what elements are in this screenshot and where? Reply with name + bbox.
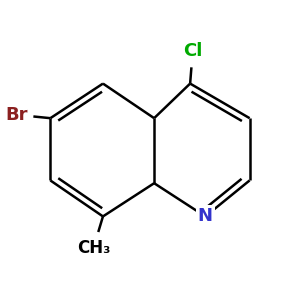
Text: CH₃: CH₃ (77, 238, 110, 256)
Text: Cl: Cl (183, 42, 203, 60)
Text: Br: Br (5, 106, 28, 124)
Text: N: N (198, 207, 213, 225)
